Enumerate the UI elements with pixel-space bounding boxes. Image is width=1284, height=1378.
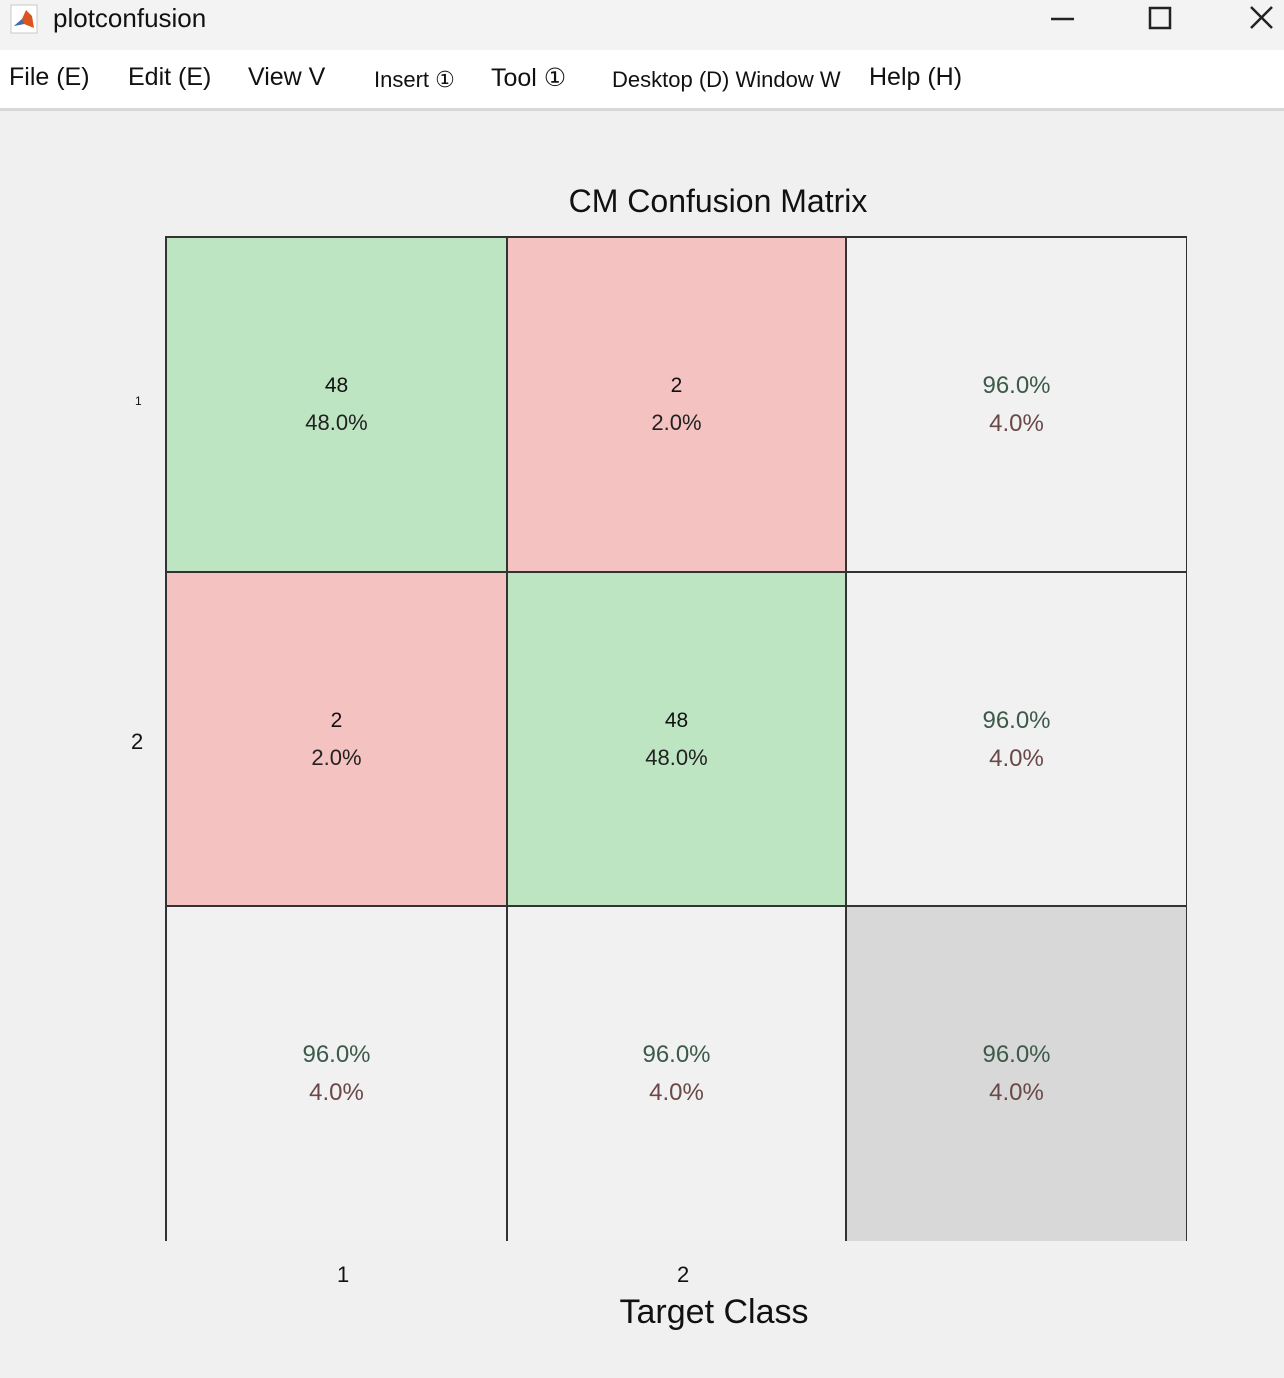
maximize-button[interactable] (1131, 0, 1191, 40)
menu-help[interactable]: Help (H) (869, 63, 963, 91)
cell-value: 2 (330, 709, 343, 732)
cell-value: 96.0% (302, 1041, 371, 1068)
matrix-cell-r1-c3: 96.0% 4.0% (847, 238, 1186, 573)
x-tick-label-1: 1 (337, 1262, 350, 1287)
cell-value: 96.0% (982, 372, 1051, 399)
matrix-cell-r3-c2: 96.0% 4.0% (508, 907, 847, 1241)
menu-tool[interactable]: Tool ① (491, 64, 567, 92)
y-tick-label-1: 1 (135, 394, 142, 408)
window-title: plotconfusion (53, 3, 207, 33)
minimize-icon (1051, 17, 1074, 21)
menu-insert[interactable]: Insert ① (374, 67, 455, 92)
matrix-cell-r2-c2: 48 48.0% (508, 573, 847, 907)
y-tick-label-2: 2 (131, 729, 144, 754)
cell-value: 96.0% (982, 707, 1051, 734)
matrix-cell-r3-c3: 96.0% 4.0% (847, 907, 1186, 1241)
cell-percent: 4.0% (989, 1079, 1044, 1106)
matrix-cell-r3-c1: 96.0% 4.0% (167, 907, 508, 1241)
matrix-cell-r2-c1: 2 2.0% (167, 573, 508, 907)
cell-percent: 48.0% (305, 410, 368, 435)
menu-desktop-window[interactable]: Desktop (D) Window W (612, 67, 841, 92)
close-icon (1250, 6, 1273, 29)
cell-percent: 2.0% (651, 410, 702, 435)
cell-value: 48 (324, 374, 349, 397)
cell-percent: 48.0% (645, 745, 708, 770)
cell-percent: 4.0% (989, 410, 1044, 437)
close-button[interactable] (1224, 0, 1284, 40)
cell-value: 96.0% (982, 1041, 1051, 1068)
cell-percent: 4.0% (989, 745, 1044, 772)
menu-edit[interactable]: Edit (E) (128, 63, 212, 91)
cell-value: 48 (664, 709, 689, 732)
minimize-button[interactable] (1032, 0, 1092, 40)
matrix-cell-r1-c2: 2 2.0% (508, 238, 847, 573)
matrix-cell-r2-c3: 96.0% 4.0% (847, 573, 1186, 907)
cell-value: 96.0% (642, 1041, 711, 1068)
x-tick-label-2: 2 (677, 1262, 690, 1287)
x-axis-label: Target Class (619, 1293, 809, 1331)
cell-percent: 4.0% (309, 1079, 364, 1106)
matlab-figure-icon (10, 4, 38, 34)
maximize-icon (1148, 6, 1172, 30)
title-bar: plotconfusion (0, 0, 1284, 50)
confusion-matrix-grid: 48 48.0% 2 2.0% 96.0% 4.0% 2 2.0% 48 48.0% 96.0% 4.… (165, 236, 1187, 1241)
menu-view[interactable]: View V (248, 63, 326, 91)
matrix-cell-r1-c1: 48 48.0% (167, 238, 508, 573)
cell-percent: 4.0% (649, 1079, 704, 1106)
chart-title: CM Confusion Matrix (568, 183, 868, 219)
cell-value: 2 (670, 374, 683, 397)
cell-percent: 2.0% (311, 745, 362, 770)
menu-bar: File (E) Edit (E) View V Insert ① Tool ①… (0, 50, 1284, 111)
menu-file[interactable]: File (E) (9, 63, 90, 91)
